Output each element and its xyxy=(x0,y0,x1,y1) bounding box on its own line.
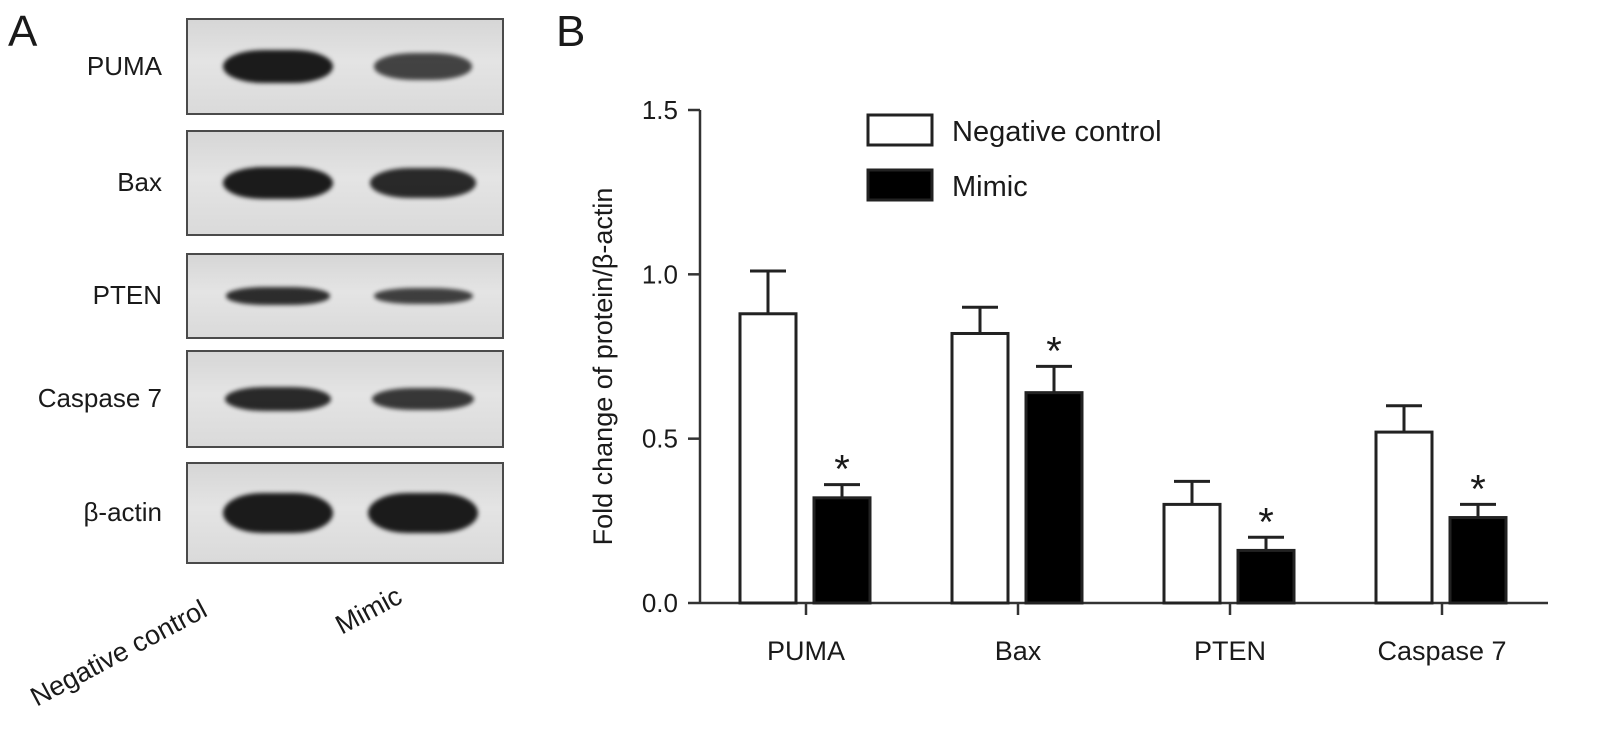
blot-band xyxy=(373,288,473,304)
blot-strip xyxy=(186,462,504,564)
bar-negative-control xyxy=(1162,502,1222,605)
panel-b-letter: B xyxy=(556,7,586,56)
bar-negative-control xyxy=(1374,430,1434,605)
blot-band xyxy=(225,287,331,305)
y-tick-label: 1.0 xyxy=(642,259,678,289)
x-tick-label: Caspase 7 xyxy=(1377,636,1506,666)
blot-band xyxy=(370,168,476,198)
blot-band xyxy=(223,167,333,199)
x-tick-label: PUMA xyxy=(767,636,845,666)
blot-strip xyxy=(186,253,504,339)
x-tick-label: Bax xyxy=(995,636,1042,666)
legend-swatch-mimic xyxy=(866,168,934,202)
blot-band xyxy=(374,53,472,80)
blot-band xyxy=(225,387,331,411)
blot-row-label: PUMA xyxy=(86,50,162,81)
blot-band xyxy=(223,50,333,83)
blot-row-label: Bax xyxy=(117,167,162,197)
significance-mark: * xyxy=(1470,467,1486,511)
significance-mark: * xyxy=(834,448,850,492)
y-axis-label: Fold change of protein/β-actin xyxy=(588,188,618,546)
bar-negative-control xyxy=(950,331,1010,605)
bar-mimic xyxy=(1236,548,1296,605)
y-tick-label: 0.0 xyxy=(642,588,678,618)
panel-a-letter: A xyxy=(8,7,38,56)
legend-swatch-negative-control xyxy=(866,113,934,147)
legend-label: Negative control xyxy=(952,116,1162,148)
blot-row-label: Caspase 7 xyxy=(37,383,162,413)
significance-mark: * xyxy=(1046,329,1062,373)
blot-band xyxy=(368,492,478,534)
blot-strip xyxy=(186,130,504,236)
blot-row-label: β-actin xyxy=(83,497,162,527)
blot-band xyxy=(372,387,474,410)
significance-mark: * xyxy=(1258,500,1274,544)
blot-strip xyxy=(186,18,504,115)
legend-label: Mimic xyxy=(952,171,1028,203)
bar-mimic xyxy=(812,496,872,605)
blot-strip xyxy=(186,350,504,448)
blot-row-label: PTEN xyxy=(92,280,162,310)
bar-negative-control xyxy=(738,312,798,605)
y-tick-label: 0.5 xyxy=(642,424,678,454)
x-tick-label: PTEN xyxy=(1194,636,1266,666)
bar-mimic xyxy=(1448,516,1508,605)
bar-mimic xyxy=(1024,391,1084,605)
blot-band xyxy=(223,492,333,534)
y-tick-label: 1.5 xyxy=(642,95,678,125)
